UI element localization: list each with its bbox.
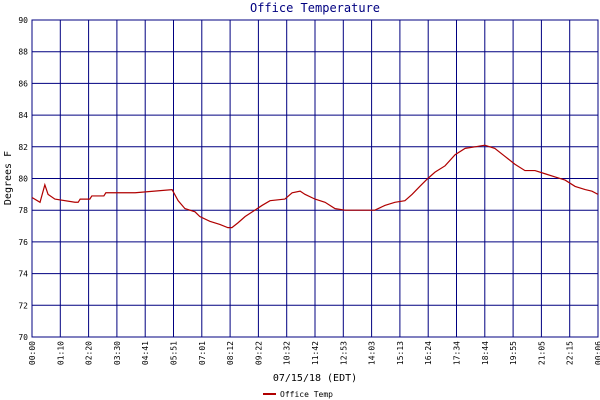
x-tick-label: 01:10	[56, 341, 65, 365]
x-tick-label: 00:00	[28, 341, 37, 365]
x-tick-label: 22:15	[566, 341, 575, 365]
x-tick-label: 02:20	[85, 341, 94, 365]
x-tick-label: 17:34	[453, 341, 462, 365]
y-tick-label: 86	[18, 79, 28, 88]
y-tick-label: 80	[18, 175, 28, 184]
y-tick-label: 88	[18, 48, 28, 57]
x-tick-label: 12:53	[339, 341, 348, 365]
x-axis-title: 07/15/18 (EDT)	[273, 373, 357, 384]
y-tick-label: 70	[18, 333, 28, 342]
x-tick-label: 04:41	[141, 341, 150, 365]
x-tick-label: 07:01	[198, 341, 207, 365]
y-axis-title: Degrees F	[3, 151, 14, 205]
y-tick-label: 78	[18, 206, 28, 215]
x-tick-label: 11:42	[311, 341, 320, 365]
x-tick-label: 18:44	[481, 341, 490, 365]
data-line	[31, 144, 599, 229]
y-tick-label: 90	[18, 16, 28, 25]
legend-label: Office Temp	[280, 390, 333, 399]
x-tick-label: 10:32	[283, 341, 292, 365]
x-tick-label: 14:03	[368, 341, 377, 365]
x-tick-label: 00:06	[594, 341, 600, 365]
x-tick-label: 19:55	[509, 341, 518, 365]
y-tick-label: 84	[18, 111, 28, 120]
x-tick-label: 05:51	[170, 341, 179, 365]
y-tick-label: 72	[18, 301, 28, 310]
y-tick-label: 76	[18, 238, 28, 247]
x-tick-label: 16:24	[424, 341, 433, 365]
chart-title: Office Temperature	[250, 1, 380, 15]
y-tick-label: 74	[18, 270, 28, 279]
x-tick-label: 09:22	[254, 341, 263, 365]
x-tick-label: 21:05	[537, 341, 546, 365]
y-tick-label: 82	[18, 143, 28, 152]
x-tick-label: 08:12	[226, 341, 235, 365]
x-tick-label: 15:13	[396, 341, 405, 365]
x-tick-label: 03:30	[113, 341, 122, 365]
